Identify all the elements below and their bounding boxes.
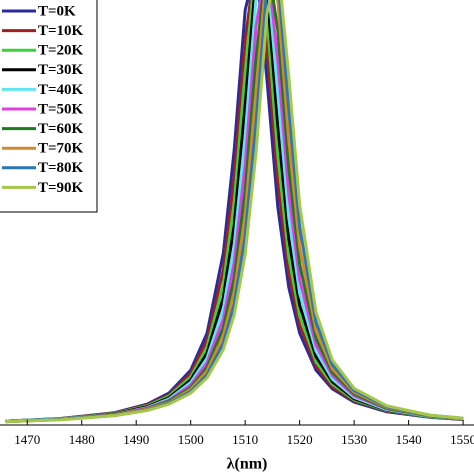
series-line (5, 0, 464, 424)
x-tick-label: 1500 (178, 432, 204, 447)
legend-label: T=70K (38, 141, 84, 157)
x-tick-label: 1550 (450, 432, 474, 447)
legend-label: T=40K (38, 82, 84, 98)
x-tick-label: 1470 (14, 432, 40, 447)
x-tick-label: 1520 (287, 432, 313, 447)
legend-label: T=90K (38, 180, 84, 196)
x-tick-label: 1510 (232, 432, 258, 447)
legend-label: T=80K (38, 160, 84, 176)
legend-box (0, 0, 98, 213)
legend-label: T=30K (38, 62, 84, 78)
legend-label: T=60K (38, 121, 84, 137)
x-tick-label: 1540 (396, 432, 422, 447)
legend: T=0K T=10K T=20K T=30K T=40K T=50K T=60K T=70K T… (0, 0, 98, 213)
plot-area (5, 0, 464, 424)
x-axis-label: λ(nm) (227, 456, 268, 473)
x-tick-label: 1490 (123, 432, 149, 447)
legend-label: T=10K (38, 23, 84, 39)
legend-label: T=0K (38, 3, 76, 19)
x-tick-label: 1530 (341, 432, 367, 447)
x-tick-label: 1480 (69, 432, 95, 447)
legend-label: T=20K (38, 43, 84, 59)
legend-label: T=50K (38, 101, 84, 117)
